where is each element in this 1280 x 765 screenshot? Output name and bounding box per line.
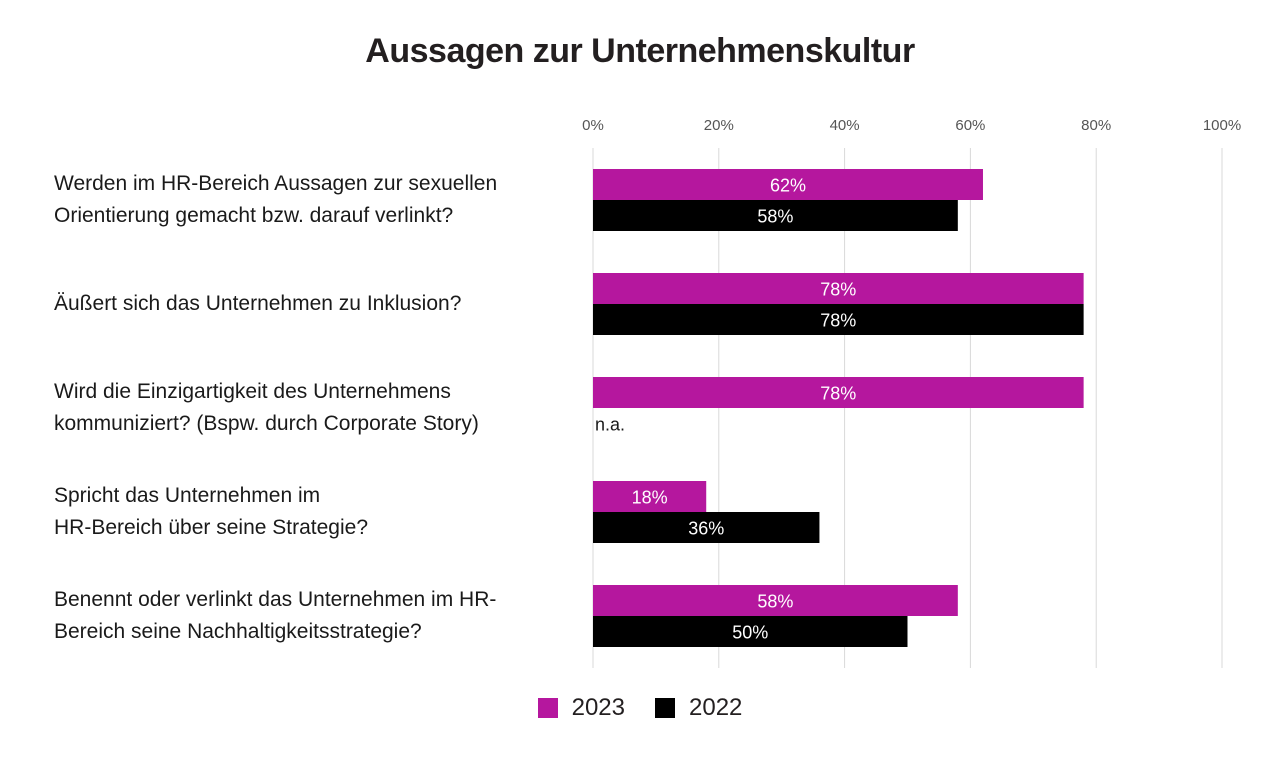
bar-value-label: 18% [632,488,668,508]
x-tick-label: 100% [1203,117,1241,134]
legend-swatch-2023 [537,698,558,718]
bar-2022 [593,200,958,231]
bar-value-label: 62% [770,176,806,196]
legend: 2023 2022 [0,694,1280,722]
bar-2022 [593,616,908,647]
bar-value-label: n.a. [595,415,625,435]
category-label-line: Orientierung gemacht bzw. darauf verlink… [54,204,454,227]
category-label-line: Werden im HR-Bereich Aussagen zur sexuel… [54,172,498,195]
category-label: Werden im HR-Bereich Aussagen zur sexuel… [54,168,574,232]
category-label: Äußert sich das Unternehmen zu Inklusion… [54,288,574,320]
x-tick-label: 20% [704,117,734,134]
category-label: Benennt oder verlinkt das Unternehmen im… [54,584,574,648]
bar-value-label: 50% [732,623,768,643]
bar-value-label: 36% [688,519,724,539]
bar-value-label: 78% [820,280,856,300]
bar-value-label: 58% [757,592,793,612]
bar-2023 [593,585,958,616]
x-tick-label: 80% [1081,117,1111,134]
bar-2023 [593,169,983,200]
x-tick-label: 40% [830,117,860,134]
legend-label-2023: 2023 [571,694,625,721]
category-label-line: Äußert sich das Unternehmen zu Inklusion… [54,292,462,315]
category-label-line: Bereich seine Nachhaltigkeitsstrategie? [54,620,422,643]
category-label-line: Spricht das Unternehmen im [54,484,321,507]
legend-item-2022: 2022 [655,694,742,722]
category-label: Wird die Einzigartigkeit des Unternehmen… [54,376,574,440]
category-label: Spricht das Unternehmen im HR-Bereich übe… [54,480,574,544]
category-label-line: kommuniziert? (Bspw. durch Corporate Sto… [54,412,479,435]
chart-title: Aussagen zur Unternehmenskultur [365,32,915,70]
legend-label-2022: 2022 [689,694,743,721]
bar-2023 [593,377,1084,408]
bar-2023 [593,273,1084,304]
x-tick-label: 60% [955,117,985,134]
x-tick-label: 0% [582,117,604,134]
category-label-line: Wird die Einzigartigkeit des Unternehmen… [54,380,451,403]
category-label-line: Benennt oder verlinkt das Unternehmen im… [54,588,497,611]
bar-2022 [593,304,1084,335]
category-label-line: HR-Bereich über seine Strategie? [54,516,368,539]
bar-2022 [593,512,820,543]
bar-2023 [593,481,707,512]
legend-item-2023: 2023 [537,694,625,722]
bar-value-label: 78% [820,311,856,331]
bar-value-label: 58% [757,207,793,227]
legend-swatch-2022 [655,698,675,718]
bar-value-label: 78% [820,384,856,404]
